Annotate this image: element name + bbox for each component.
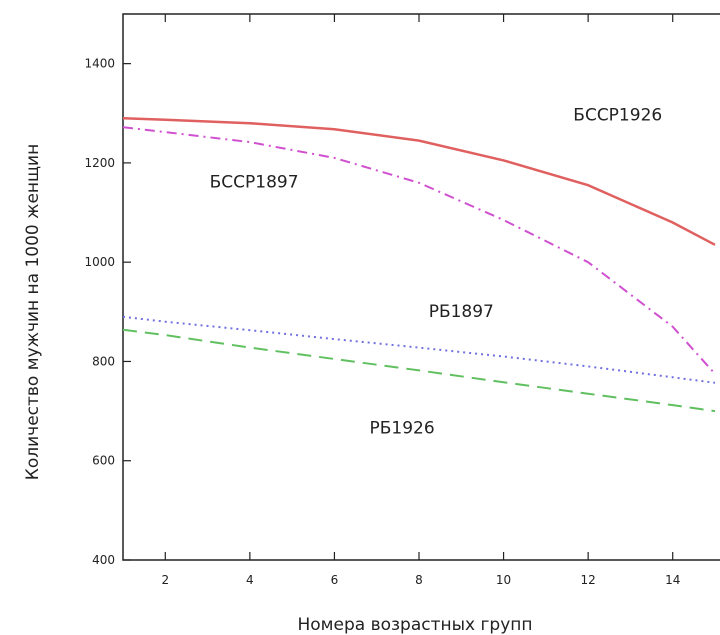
series-line-2 <box>122 126 716 375</box>
x-axis-title: Номера возрастных групп <box>297 615 532 635</box>
y-tick-label: 1400 <box>84 57 115 71</box>
x-tick-label: 14 <box>665 573 680 587</box>
y-axis-ticks: 400 600 800 1000 1200 1400 <box>84 57 131 567</box>
series-line-4 <box>122 328 716 413</box>
y-axis-title: Количество мужчин на 1000 женщин <box>23 144 43 480</box>
x-tick-label: 12 <box>581 573 596 587</box>
series-line-3 <box>122 315 716 384</box>
series-label-1: БССР1926 <box>573 106 662 126</box>
x-tick-label: 10 <box>496 573 511 587</box>
series-label-2: БССР1897 <box>210 173 299 193</box>
y-tick-label: 1200 <box>84 156 115 170</box>
series-label-4: РБ1926 <box>369 418 434 438</box>
y-tick-label: 800 <box>92 354 115 368</box>
y-tick-label: 1000 <box>84 255 115 269</box>
x-tick-label: 4 <box>246 573 254 587</box>
plot-border <box>122 13 720 561</box>
x-tick-label: 6 <box>331 573 339 587</box>
plot-frame <box>122 13 720 561</box>
y-tick-label: 600 <box>92 454 115 468</box>
x-tick-label: 8 <box>415 573 423 587</box>
x-tick-label: 2 <box>161 573 169 587</box>
series-label-3: РБ1897 <box>429 302 494 322</box>
series-labels: БССР1926 БССР1897 РБ1897 РБ1926 <box>210 106 663 439</box>
series-line-1 <box>122 116 716 246</box>
y-tick-label: 400 <box>92 553 115 567</box>
x-axis-ticks: 2 4 6 8 10 12 14 <box>161 14 680 587</box>
series-layer <box>122 116 716 413</box>
